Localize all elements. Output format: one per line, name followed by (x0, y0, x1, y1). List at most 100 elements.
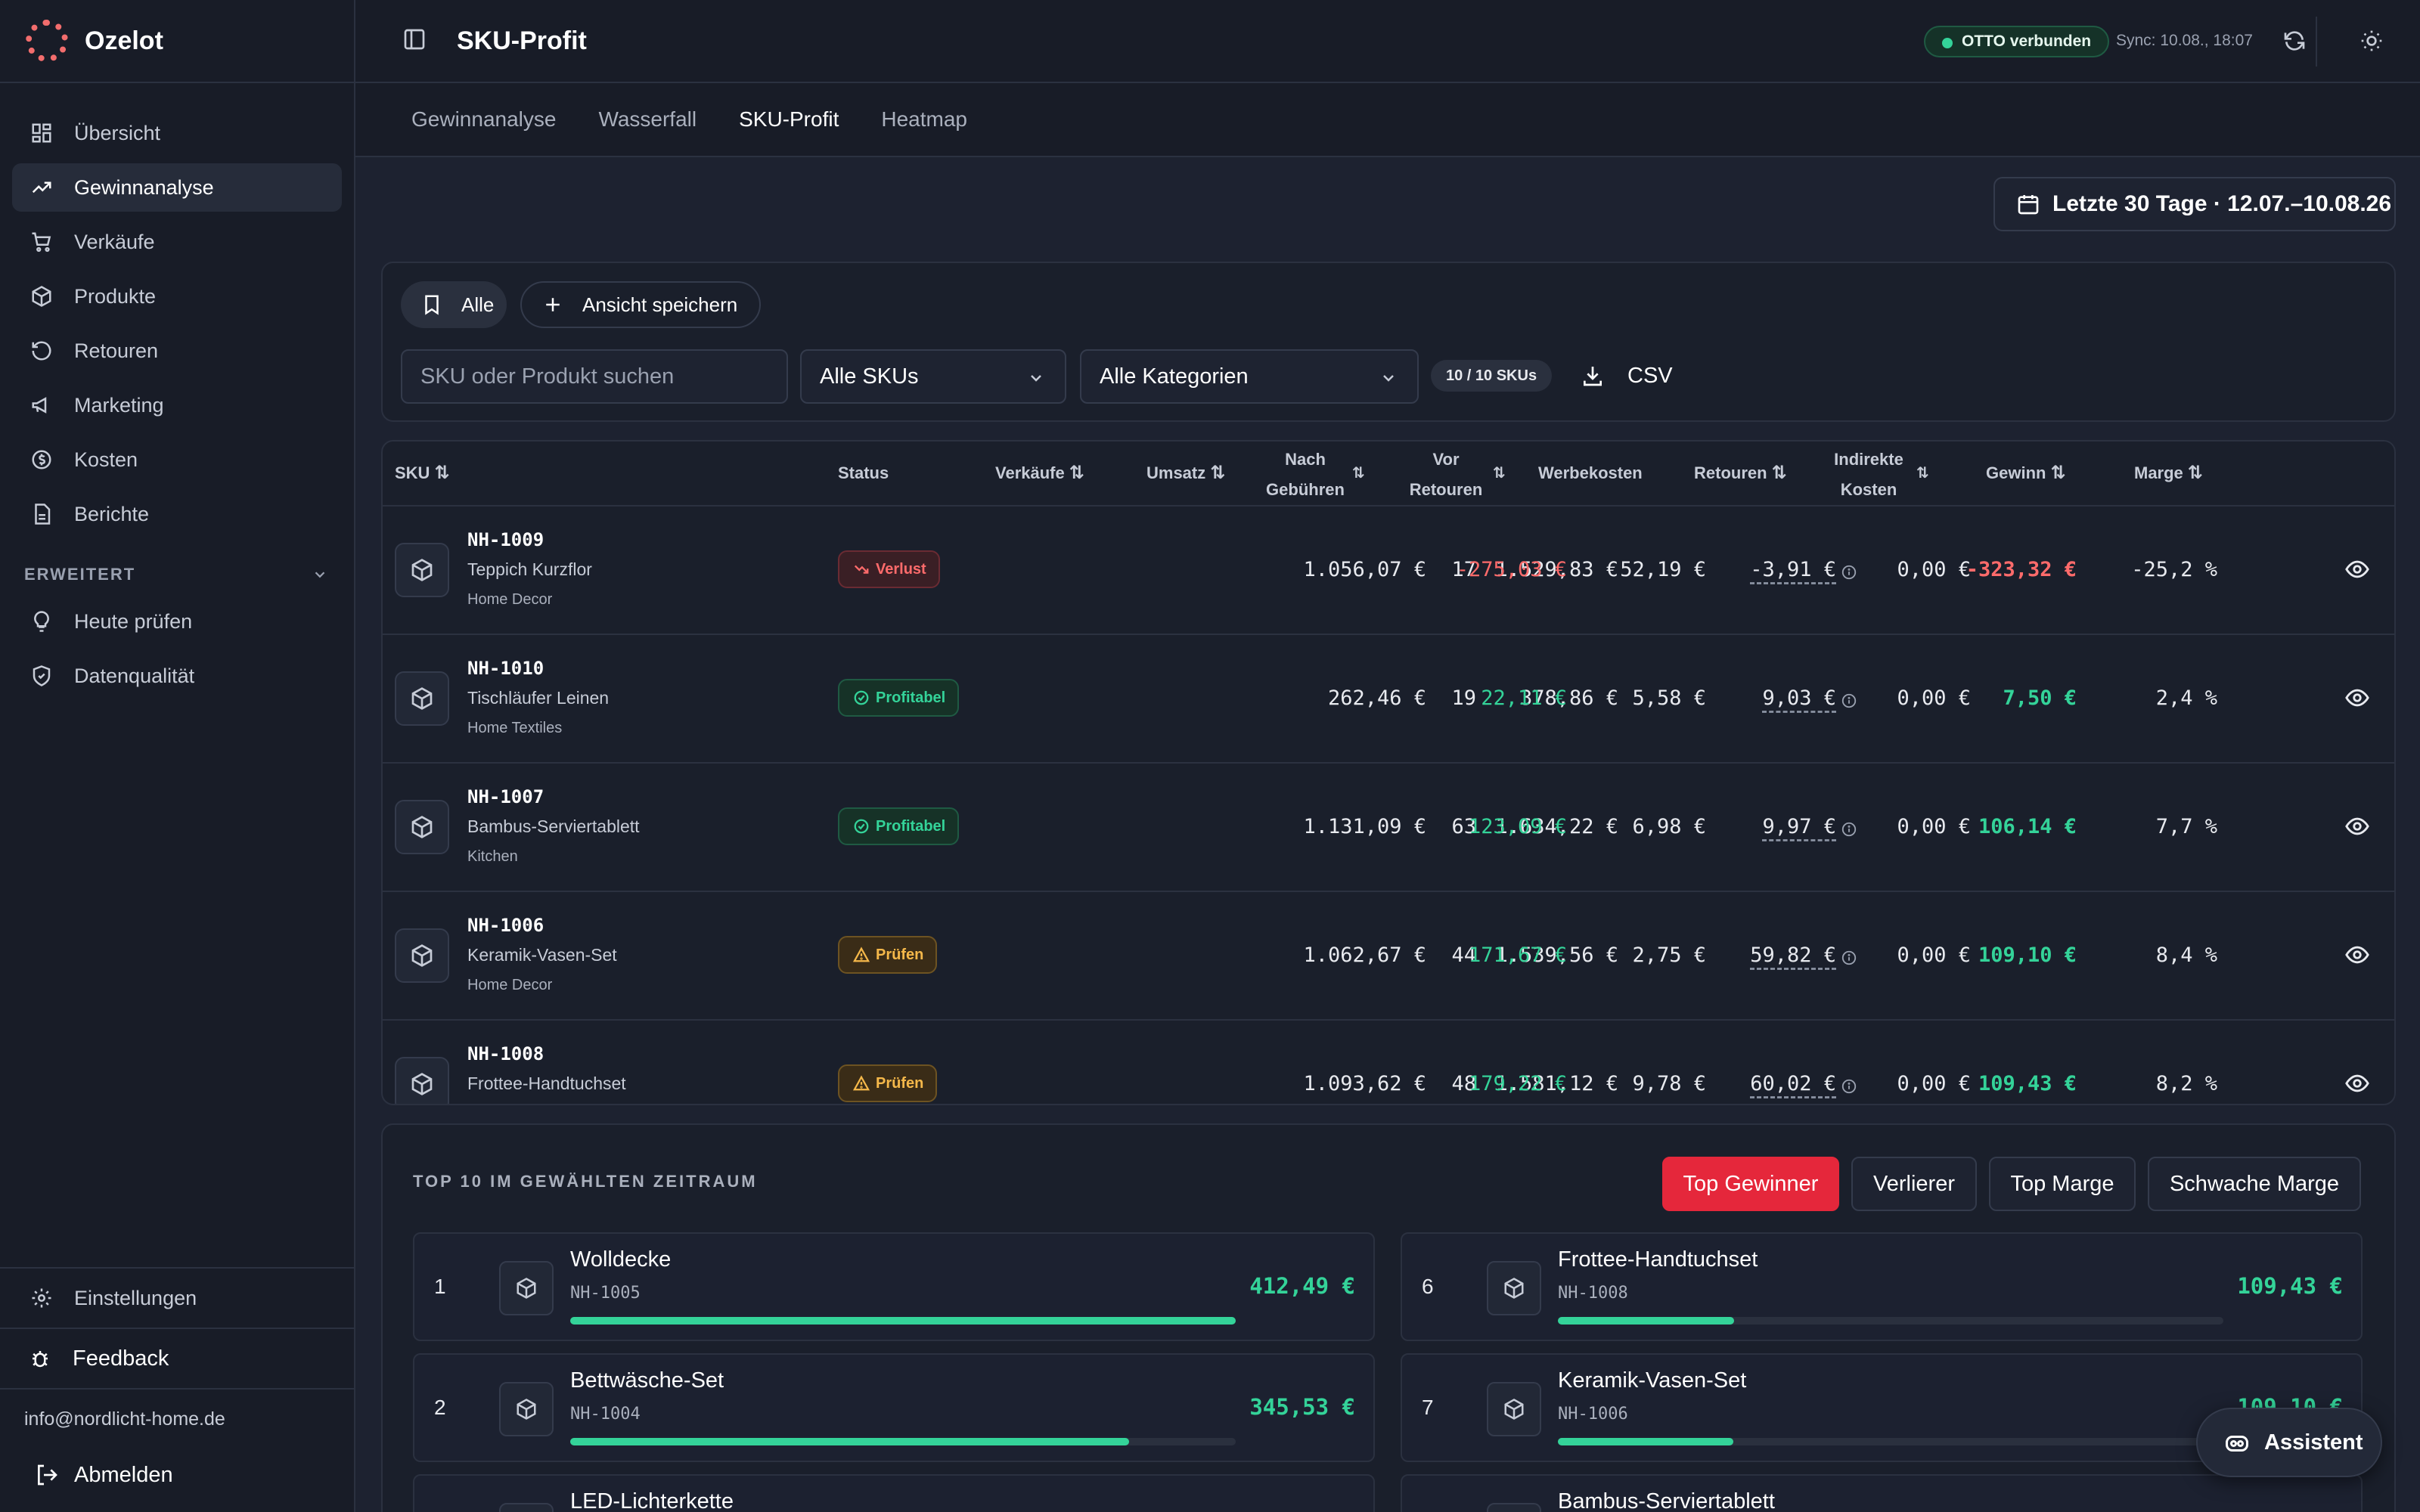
view-all-chip[interactable]: Alle (401, 281, 507, 328)
assistant-button[interactable]: Assistent (2196, 1408, 2382, 1477)
sidebar-item-sales[interactable]: Verkäufe (12, 218, 342, 266)
eye-icon[interactable] (2344, 1070, 2370, 1096)
sidebar-item-label: Produkte (74, 284, 157, 308)
top10-item[interactable]: 1 Wolldecke NH-1005 412,49 € (413, 1232, 1375, 1341)
sidebar-item-label: Übersicht (74, 121, 161, 144)
col-sales[interactable]: Verkäufe ⇅ (995, 458, 1084, 488)
sidebar-item-returns[interactable]: Retouren (12, 327, 342, 375)
rank-progress-bar (1558, 1317, 2223, 1325)
table-row[interactable]: NH-1009 Teppich Kurzflor Home Decor Verl… (383, 507, 2394, 635)
info-icon[interactable] (1841, 948, 1857, 965)
col-profit[interactable]: Gewinn ⇅ (1986, 458, 2066, 488)
brand[interactable]: Ozelot (0, 0, 354, 83)
calendar-icon (2018, 195, 2039, 215)
sidebar-item-label: Verkäufe (74, 230, 155, 253)
sidebar-item-overview[interactable]: Übersicht (12, 109, 342, 157)
csv-export-button[interactable]: CSV (1581, 352, 1673, 399)
eye-icon[interactable] (2344, 685, 2370, 711)
col-indirect-costs[interactable]: Indirekte Kosten (1827, 445, 1910, 505)
sidebar-item-costs[interactable]: Kosten (12, 435, 342, 484)
cell-returns[interactable]: 59,82 € (1683, 943, 1857, 967)
cell-revenue: 378,86 € (1519, 686, 1618, 710)
sort-icon[interactable]: ⇅ (1352, 465, 1365, 482)
eye-icon[interactable] (2344, 813, 2370, 839)
cell-before-returns: 123,09 € (1468, 815, 1567, 838)
product-name: Tischläufer Leinen (467, 688, 610, 708)
sort-icon[interactable]: ⇅ (1916, 465, 1929, 482)
status-badge: Verlust (838, 550, 940, 588)
warning-icon (853, 1075, 870, 1091)
sku-select-value: Alle SKUs (820, 364, 919, 389)
sidebar-toggle-icon[interactable] (402, 27, 430, 54)
cell-returns[interactable]: 60,02 € (1683, 1072, 1857, 1095)
returns-value: 9,03 € (1762, 686, 1836, 710)
sidebar-item-data-quality[interactable]: Datenqualität (12, 652, 342, 700)
table-row[interactable]: NH-1008 Frottee-Handtuchset Prüfen 48 1.… (383, 1021, 2394, 1104)
sidebar-item-profit-analysis[interactable]: Gewinnanalyse (12, 163, 342, 212)
section-advanced[interactable]: ERWEITERT (0, 558, 354, 591)
tab-profit-analysis[interactable]: Gewinnanalyse (411, 107, 557, 131)
col-returns[interactable]: Retouren ⇅ (1694, 458, 1787, 488)
col-before-returns[interactable]: Vor Retouren (1401, 445, 1491, 505)
sidebar-item-products[interactable]: Produkte (12, 272, 342, 321)
col-margin[interactable]: Marge ⇅ (2134, 458, 2203, 488)
connection-status-badge: OTTO verbunden (1924, 26, 2110, 57)
logout-button[interactable]: Abmelden (0, 1448, 354, 1501)
sku-profit-table: SKU ⇅ Status Verkäufe ⇅ Umsatz ⇅ Nach Gebühr… (381, 440, 2396, 1105)
losers-button[interactable]: Verlierer (1851, 1157, 1977, 1211)
status-badge: Profitabel (838, 807, 960, 845)
user-email: info@nordlicht-home.de (0, 1388, 354, 1448)
sort-icon: ⇅ (2050, 463, 2066, 483)
date-range-button[interactable]: Letzte 30 Tage · 12.07.–10.08.26 (1993, 177, 2396, 231)
sidebar-item-marketing[interactable]: Marketing (12, 381, 342, 429)
tab-heatmap[interactable]: Heatmap (881, 107, 967, 131)
col-label: Retouren (1694, 463, 1767, 482)
rank-progress-bar (1558, 1438, 2223, 1445)
cell-returns[interactable]: 9,03 € (1683, 686, 1857, 710)
feedback-button[interactable]: Feedback (0, 1328, 354, 1388)
sku-select[interactable]: Alle SKUs (800, 349, 1066, 404)
sun-icon[interactable] (2360, 29, 2385, 54)
search-input[interactable] (401, 349, 788, 404)
save-view-label: Ansicht speichern (582, 293, 738, 316)
sort-icon: ⇅ (434, 463, 450, 483)
cell-ad-costs: 2,75 € (1632, 943, 1706, 967)
sidebar-item-reports[interactable]: Berichte (12, 490, 342, 538)
tab-waterfall[interactable]: Wasserfall (598, 107, 697, 131)
top10-item[interactable]: 2 Bettwäsche-Set NH-1004 345,53 € (413, 1353, 1375, 1462)
top10-item[interactable]: 6 Frottee-Handtuchset NH-1008 109,43 € (1401, 1232, 2363, 1341)
weak-margin-button[interactable]: Schwache Marge (2148, 1157, 2361, 1211)
col-revenue[interactable]: Umsatz ⇅ (1146, 458, 1225, 488)
info-icon[interactable] (1841, 562, 1857, 579)
col-after-fees[interactable]: Nach Gebühren (1260, 445, 1351, 505)
col-sku[interactable]: SKU ⇅ (395, 458, 450, 488)
info-icon[interactable] (1841, 820, 1857, 836)
top10-item[interactable]: 3LED-Lichterkette (413, 1474, 1375, 1512)
col-ad-costs[interactable]: Werbekosten (1538, 463, 1643, 482)
sidebar-item-label: Datenqualität (74, 664, 195, 687)
category-select[interactable]: Alle Kategorien (1080, 349, 1419, 404)
cell-returns[interactable]: 9,97 € (1683, 815, 1857, 838)
refresh-icon[interactable] (2282, 29, 2308, 54)
cell-ad-costs: 5,58 € (1632, 686, 1706, 710)
eye-icon[interactable] (2344, 942, 2370, 968)
table-row[interactable]: NH-1010 Tischläufer Leinen Home Textiles… (383, 635, 2394, 764)
tab-sku-profit[interactable]: SKU-Profit (739, 107, 839, 131)
top10-item[interactable]: 8Bambus-Serviertablett (1401, 1474, 2363, 1512)
eye-icon[interactable] (2344, 556, 2370, 582)
info-icon[interactable] (1841, 691, 1857, 708)
sidebar-item-settings[interactable]: Einstellungen (0, 1267, 354, 1328)
sort-icon[interactable]: ⇅ (1493, 465, 1506, 482)
save-view-button[interactable]: Ansicht speichern (520, 281, 761, 328)
top-margin-button[interactable]: Top Marge (1989, 1157, 2136, 1211)
top-winners-button[interactable]: Top Gewinner (1662, 1157, 1839, 1211)
info-icon[interactable] (1841, 1077, 1857, 1093)
cell-returns[interactable]: -3,91 € (1683, 558, 1857, 581)
table-row[interactable]: NH-1006 Keramik-Vasen-Set Home Decor Prü… (383, 892, 2394, 1021)
logout-icon (38, 1464, 57, 1486)
sidebar-item-check-today[interactable]: Heute prüfen (12, 597, 342, 646)
table-row[interactable]: NH-1007 Bambus-Serviertablett Kitchen Pr… (383, 764, 2394, 892)
status-badge: Prüfen (838, 1064, 938, 1102)
box-icon (1487, 1261, 1541, 1315)
sku-count-badge: 10 / 10 SKUs (1431, 360, 1553, 392)
